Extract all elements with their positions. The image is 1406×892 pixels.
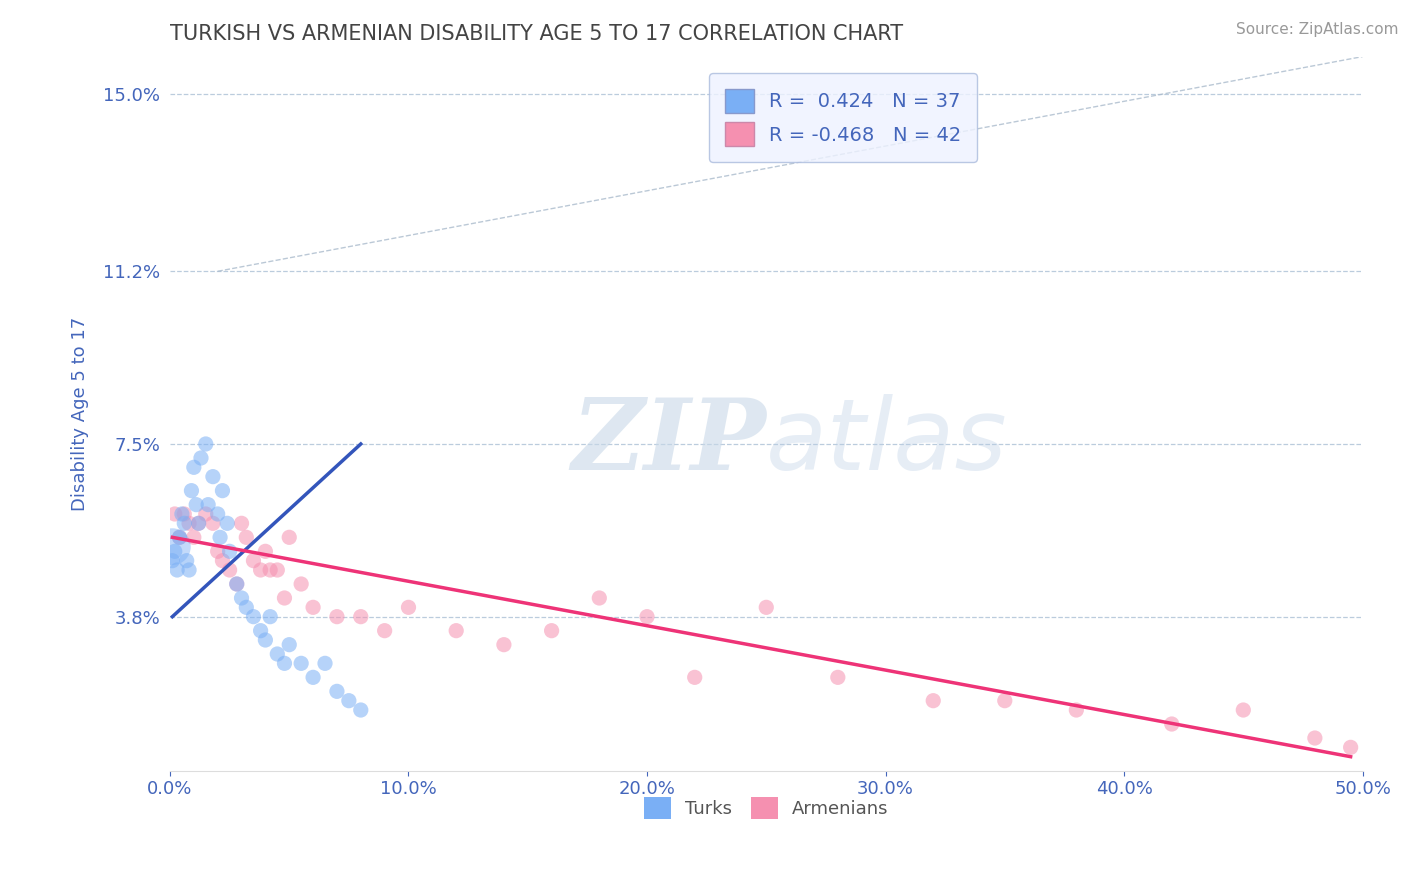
Point [254, 544, 277, 558]
Point [922, 694, 945, 708]
Point [235, 530, 257, 544]
Point [177, 516, 200, 531]
Point [173, 516, 195, 531]
Point [350, 703, 373, 717]
Point [173, 507, 195, 521]
Point [209, 530, 232, 544]
Point [540, 624, 562, 638]
Point [201, 516, 224, 531]
Point [1303, 731, 1326, 745]
Point [259, 563, 281, 577]
Text: atlas: atlas [766, 393, 1008, 491]
Point [1340, 740, 1362, 755]
Point [176, 554, 198, 568]
Point [170, 507, 193, 521]
Point [190, 450, 212, 465]
Point [1160, 717, 1182, 731]
Point [1232, 703, 1254, 717]
Point [683, 670, 706, 684]
Point [225, 577, 247, 591]
Point [211, 483, 233, 498]
Point [169, 530, 191, 544]
Point [162, 540, 184, 554]
Point [827, 670, 849, 684]
Point [183, 530, 205, 544]
Point [350, 609, 373, 624]
Point [186, 498, 208, 512]
Point [636, 609, 658, 624]
Point [444, 624, 467, 638]
Point [302, 670, 325, 684]
Text: ZIP: ZIP [571, 394, 766, 491]
Point [314, 657, 336, 671]
Point [218, 544, 240, 558]
Y-axis label: Disability Age 5 to 17: Disability Age 5 to 17 [72, 317, 89, 511]
Point [755, 600, 778, 615]
Point [242, 609, 264, 624]
Legend: Turks, Armenians: Turks, Armenians [637, 789, 896, 826]
Point [290, 657, 312, 671]
Point [187, 516, 209, 531]
Point [169, 530, 191, 544]
Point [180, 483, 202, 498]
Point [278, 638, 301, 652]
Point [259, 609, 281, 624]
Point [326, 609, 349, 624]
Point [588, 591, 610, 605]
Point [337, 694, 360, 708]
Point [231, 516, 253, 531]
Point [217, 516, 239, 531]
Point [187, 516, 209, 531]
Point [162, 554, 184, 568]
Point [177, 563, 200, 577]
Point [211, 554, 233, 568]
Text: TURKISH VS ARMENIAN DISABILITY AGE 5 TO 17 CORRELATION CHART: TURKISH VS ARMENIAN DISABILITY AGE 5 TO … [170, 24, 903, 44]
Point [225, 577, 247, 591]
Point [273, 591, 295, 605]
Point [278, 530, 301, 544]
Point [183, 460, 205, 475]
Point [398, 600, 420, 615]
Point [235, 600, 257, 615]
Point [254, 632, 277, 647]
Point [207, 544, 229, 558]
Point [194, 507, 217, 521]
Point [492, 638, 515, 652]
Point [1066, 703, 1088, 717]
Text: Source: ZipAtlas.com: Source: ZipAtlas.com [1236, 22, 1399, 37]
Point [163, 544, 186, 558]
Point [374, 624, 396, 638]
Point [231, 591, 253, 605]
Point [326, 684, 349, 698]
Point [290, 577, 312, 591]
Point [249, 624, 271, 638]
Point [266, 647, 288, 661]
Point [249, 563, 271, 577]
Point [266, 563, 288, 577]
Point [197, 498, 219, 512]
Point [207, 507, 229, 521]
Point [201, 469, 224, 483]
Point [218, 563, 240, 577]
Point [194, 437, 217, 451]
Point [273, 657, 295, 671]
Point [163, 507, 186, 521]
Point [242, 554, 264, 568]
Point [302, 600, 325, 615]
Point [166, 563, 188, 577]
Point [994, 694, 1017, 708]
